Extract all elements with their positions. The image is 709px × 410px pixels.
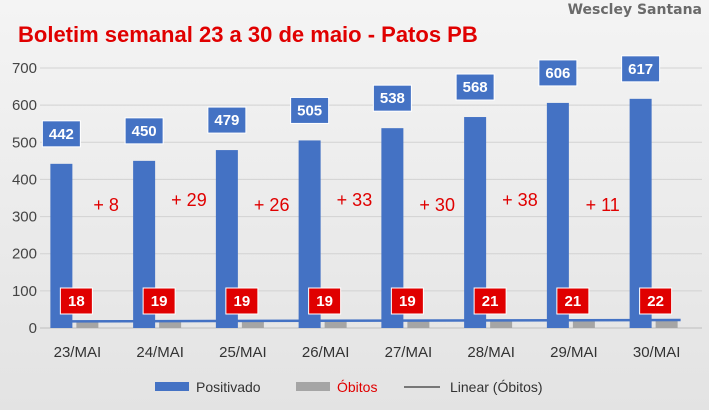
bar-positivado xyxy=(464,117,487,329)
label-box-positivado xyxy=(538,59,578,87)
increment-label: + 29 xyxy=(171,190,207,210)
bar-positivado xyxy=(215,150,238,328)
label-box-obitos xyxy=(473,287,507,315)
data-label-obitos: 18 xyxy=(68,293,85,310)
data-label-obitos: 19 xyxy=(316,293,333,310)
x-tick-label: 24/MAI xyxy=(136,344,184,361)
label-box-obitos xyxy=(59,287,93,315)
bar-positivado xyxy=(546,102,569,329)
data-label-positivado: 479 xyxy=(214,112,239,129)
label-box-positivado xyxy=(372,84,412,112)
data-label-positivado: 505 xyxy=(297,102,322,119)
increment-label: + 38 xyxy=(502,190,538,210)
data-label-positivado: 617 xyxy=(628,61,653,78)
bar-obitos xyxy=(407,320,430,328)
data-label-obitos: 19 xyxy=(234,293,251,310)
label-box-positivado xyxy=(455,73,495,101)
y-axis-ticks: 0 100 200 300 400 500 600 700 xyxy=(12,60,37,337)
bar-obitos xyxy=(241,320,264,328)
increment-label: + 30 xyxy=(419,195,455,215)
y-tick-label: 0 xyxy=(29,320,37,337)
legend-swatch-positivado xyxy=(155,382,189,391)
legend-label-linear: Linear (Óbitos) xyxy=(450,379,543,395)
label-box-obitos xyxy=(142,287,176,315)
label-box-obitos xyxy=(225,287,259,315)
data-label-obitos: 19 xyxy=(399,293,416,310)
increment-label: + 8 xyxy=(93,195,119,215)
bar-obitos xyxy=(490,320,513,328)
label-box-positivado xyxy=(41,120,81,148)
data-label-positivado: 606 xyxy=(545,65,570,82)
legend-label-obitos: Óbitos xyxy=(337,379,377,395)
x-tick-label: 23/MAI xyxy=(54,344,102,361)
data-label-obitos: 19 xyxy=(151,293,168,310)
y-tick-label: 700 xyxy=(12,60,37,77)
x-tick-label: 29/MAI xyxy=(550,344,598,361)
y-tick-label: 500 xyxy=(12,134,37,151)
data-label-obitos: 22 xyxy=(647,293,664,310)
x-tick-label: 27/MAI xyxy=(385,344,433,361)
author-watermark: Wescley Santana xyxy=(568,2,702,18)
bar-positivado xyxy=(298,140,321,328)
bar-obitos xyxy=(76,321,99,328)
increment-label: + 11 xyxy=(586,195,620,215)
bar-obitos xyxy=(572,320,595,328)
x-tick-label: 28/MAI xyxy=(467,344,515,361)
data-label-positivado: 538 xyxy=(380,90,405,107)
bar-positivado xyxy=(50,163,73,328)
bar-positivado xyxy=(381,128,404,328)
x-tick-label: 30/MAI xyxy=(633,344,681,361)
data-labels: 442 18 450 19 479 19 505 19 538 19 568 21 606 21 617 22… xyxy=(41,55,673,315)
bar-positivado xyxy=(133,160,156,328)
x-tick-label: 25/MAI xyxy=(219,344,267,361)
increment-label: + 26 xyxy=(254,195,290,215)
label-box-positivado xyxy=(124,117,164,145)
y-tick-label: 100 xyxy=(12,283,37,300)
chart-title: Boletim semanal 23 a 30 de maio - Patos … xyxy=(18,22,478,47)
data-label-positivado: 442 xyxy=(49,126,74,143)
bars xyxy=(50,98,678,329)
bar-obitos xyxy=(324,320,347,328)
data-label-positivado: 450 xyxy=(132,123,157,140)
y-tick-label: 300 xyxy=(12,209,37,226)
legend-label-positivado: Positivado xyxy=(196,379,261,395)
y-tick-label: 200 xyxy=(12,246,37,263)
data-label-positivado: 568 xyxy=(463,79,488,96)
x-axis-ticks: 23/MAI 24/MAI 25/MAI 26/MAI 27/MAI 28/MAI 29/M… xyxy=(54,344,681,361)
increment-label: + 33 xyxy=(337,190,373,210)
legend-swatch-obitos xyxy=(296,382,330,391)
label-box-obitos xyxy=(639,287,673,315)
bar-positivado xyxy=(629,98,652,328)
bar-obitos xyxy=(655,319,678,328)
trendline-group xyxy=(57,318,681,323)
legend: Positivado Óbitos Linear (Óbitos) xyxy=(155,379,543,395)
label-box-positivado xyxy=(207,106,247,134)
label-box-positivado xyxy=(290,96,330,124)
trendline-obitos xyxy=(57,318,681,323)
y-tick-label: 400 xyxy=(12,171,37,188)
y-tick-label: 600 xyxy=(12,97,37,114)
bar-obitos xyxy=(159,320,182,328)
x-tick-label: 26/MAI xyxy=(302,344,350,361)
data-label-obitos: 21 xyxy=(565,293,582,310)
label-box-positivado xyxy=(621,55,661,83)
label-box-obitos xyxy=(308,287,342,315)
label-box-obitos xyxy=(556,287,590,315)
label-box-obitos xyxy=(390,287,424,315)
data-label-obitos: 21 xyxy=(482,293,499,310)
